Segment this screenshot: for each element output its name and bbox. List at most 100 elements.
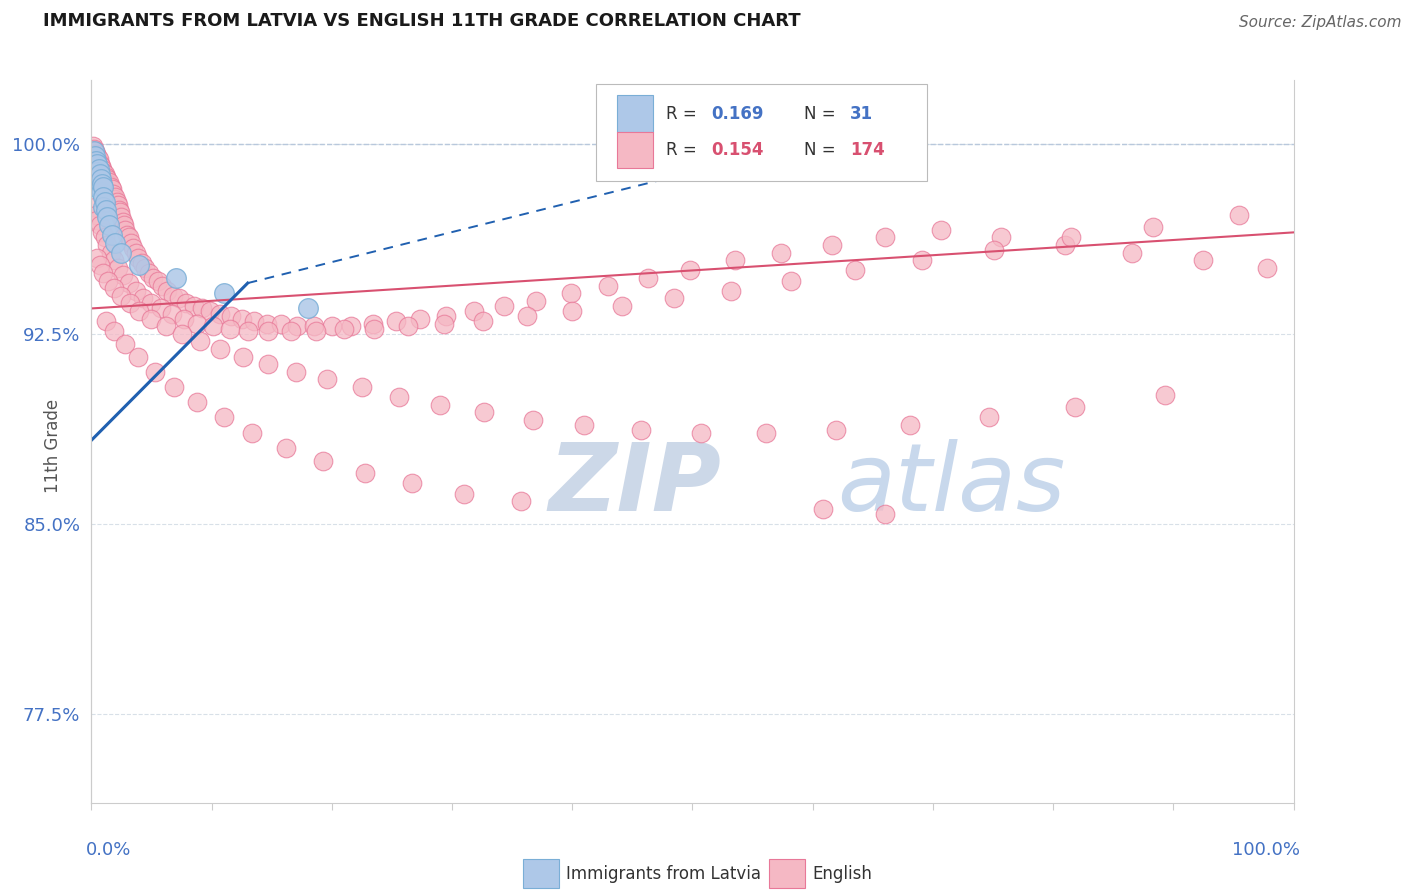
Point [146,274,169,288]
Point [103,281,125,295]
Point [167,291,190,305]
Point [120,235,142,250]
Point [561,304,583,318]
Point [91,175,114,189]
Point [1063,401,1085,415]
Point [98,175,121,189]
Point [1142,220,1164,235]
Point [236,324,259,338]
Point [84,145,107,159]
Point [256,317,278,331]
Point [86,157,108,171]
Point [89,258,111,272]
Point [284,365,307,379]
Point [321,319,343,334]
Point [188,334,211,349]
Point [755,425,778,440]
Point [110,205,132,219]
Point [873,230,896,244]
Point [89,179,111,194]
Point [84,146,107,161]
Point [91,226,114,240]
Text: 174: 174 [851,141,884,160]
Point [898,418,921,433]
Point [87,161,110,176]
Point [110,245,132,260]
Point [101,227,124,242]
FancyBboxPatch shape [523,859,560,888]
Point [90,185,112,199]
Point [84,208,107,222]
Point [276,441,298,455]
Point [911,253,934,268]
Point [82,149,104,163]
Point [155,319,177,334]
Point [242,425,264,440]
Text: 100.0%: 100.0% [1232,841,1299,859]
Point [128,258,150,272]
Text: Source: ZipAtlas.com: Source: ZipAtlas.com [1239,14,1402,29]
Point [231,311,253,326]
FancyBboxPatch shape [617,132,652,168]
Text: R =: R = [666,105,702,123]
Point [110,289,132,303]
Point [1060,230,1083,244]
Point [1256,260,1278,275]
Point [125,284,148,298]
Point [87,175,110,189]
Point [86,251,108,265]
Point [429,398,451,412]
Point [114,337,136,351]
Point [118,230,141,244]
Point [813,501,835,516]
Point [208,306,231,320]
FancyBboxPatch shape [596,84,927,181]
Point [111,268,134,283]
Point [574,418,596,433]
Point [522,413,544,427]
Point [83,154,105,169]
Point [212,286,235,301]
Point [93,194,115,209]
Point [83,146,105,161]
Point [86,164,108,178]
Point [84,167,107,181]
Point [401,476,423,491]
Point [1229,208,1251,222]
Point [689,425,711,440]
Point [98,218,121,232]
Point [96,210,118,224]
Point [141,296,163,310]
Point [257,324,280,338]
Point [90,172,112,186]
Point [165,271,187,285]
Point [128,304,150,318]
Point [384,314,406,328]
Point [84,154,107,169]
Point [125,245,148,260]
Point [89,167,111,181]
Point [103,193,125,207]
Point [1121,245,1143,260]
Text: ZIP: ZIP [548,439,721,531]
Point [610,299,633,313]
Point [873,507,896,521]
Point [163,380,186,394]
Point [363,322,385,336]
Point [97,178,120,192]
Point [150,301,173,316]
Point [93,178,115,192]
Point [186,317,208,331]
Point [408,311,430,326]
Point [87,152,110,166]
Point [86,149,108,163]
Point [156,284,179,298]
Point [83,152,105,166]
Point [201,319,224,334]
Point [103,324,125,338]
Point [780,274,803,288]
Point [162,289,184,303]
Point [1054,238,1077,252]
Point [117,227,139,242]
Point [176,296,198,310]
